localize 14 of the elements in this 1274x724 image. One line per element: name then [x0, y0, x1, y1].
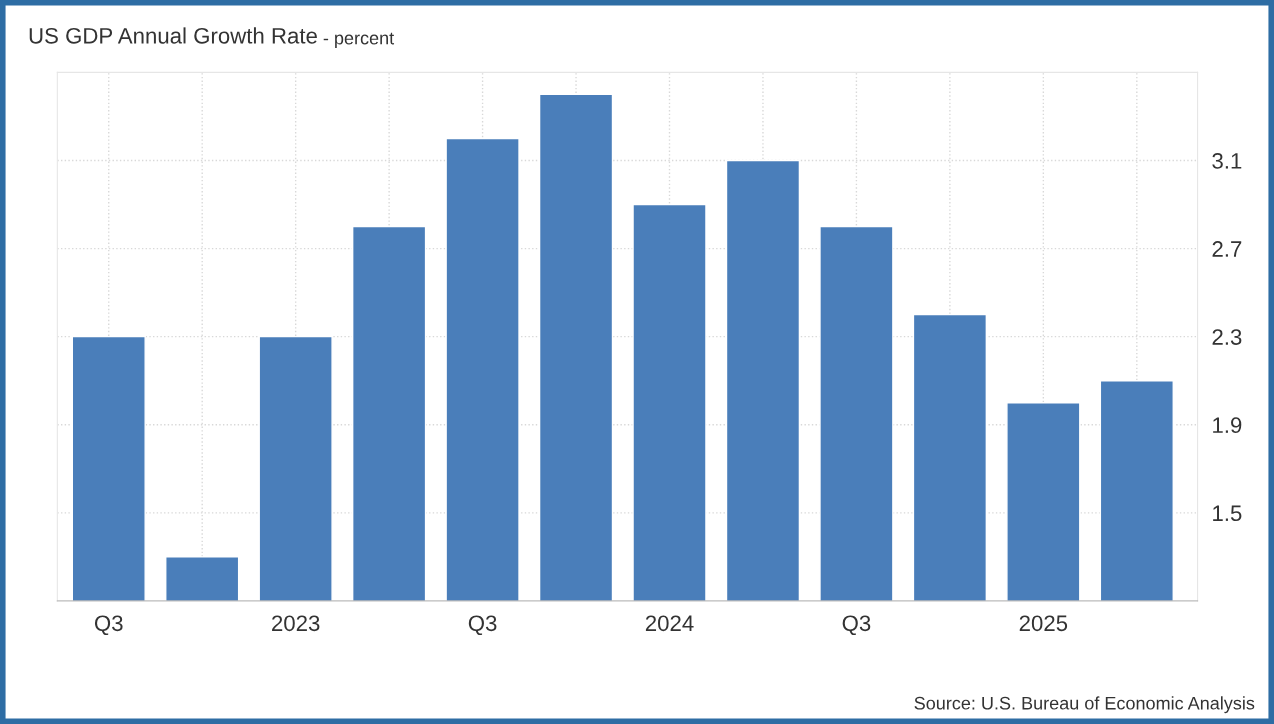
chart-subtitle: - percent	[323, 32, 395, 49]
source-note: Source: U.S. Bureau of Economic Analysis	[914, 696, 1255, 714]
x-tick-label: 2025	[1019, 615, 1068, 632]
x-tick-label: Q3	[468, 615, 497, 636]
x-tick-label: 2024	[645, 615, 694, 632]
y-tick-label: 1.5	[1213, 505, 1242, 522]
x-tick-label: Q3	[94, 615, 123, 636]
y-tick-label: 3.1	[1212, 153, 1242, 169]
y-tick-label: 1.9	[1213, 417, 1242, 434]
chart-title: US GDP Annual Growth Rate	[29, 27, 317, 44]
y-tick-label: 2.7	[1212, 241, 1242, 257]
y-tick-label: 2.3	[1212, 329, 1242, 345]
x-tick-label: 2023	[272, 615, 320, 632]
x-tick-label: Q3	[842, 615, 871, 636]
